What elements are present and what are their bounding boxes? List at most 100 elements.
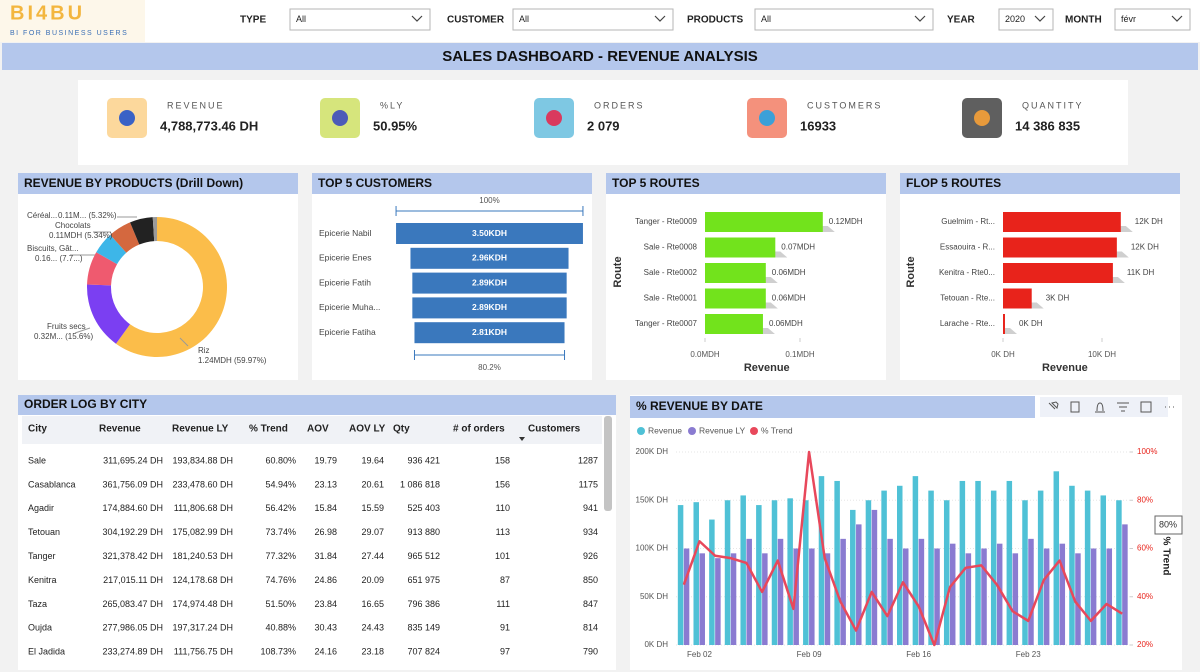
table-cell: Taza bbox=[28, 599, 47, 609]
funnel-value-label: 2.89KDH bbox=[472, 302, 507, 312]
bar bbox=[771, 500, 778, 645]
table-cell: 707 824 bbox=[407, 647, 440, 657]
table-cell: 60.80% bbox=[265, 455, 296, 465]
bar bbox=[1003, 314, 1005, 334]
table-cell: 796 386 bbox=[407, 599, 440, 609]
kpi-label: %LY bbox=[380, 100, 404, 110]
kpi-glyph bbox=[119, 110, 135, 126]
bar bbox=[1100, 495, 1107, 645]
table-cell: Oujda bbox=[28, 623, 52, 633]
bar bbox=[1003, 212, 1121, 232]
column-header: Customers bbox=[528, 424, 581, 435]
table-cell: 29.07 bbox=[361, 527, 384, 537]
filter-dropdown[interactable] bbox=[289, 8, 431, 31]
pie-slice bbox=[152, 217, 157, 242]
value-label: 0K DH bbox=[1019, 319, 1043, 328]
filter-dropdown[interactable] bbox=[512, 8, 674, 31]
panel-title: % REVENUE BY DATE bbox=[636, 399, 763, 413]
table-cell: 926 bbox=[583, 551, 598, 561]
panel-header bbox=[630, 396, 1035, 418]
funnel-bar bbox=[396, 223, 583, 244]
focus-icon[interactable] bbox=[1140, 401, 1152, 413]
bar bbox=[1106, 548, 1113, 645]
bar bbox=[850, 509, 856, 645]
chevron bbox=[411, 15, 423, 22]
y-tick-label: 100K DH bbox=[636, 544, 669, 553]
filter-dropdown[interactable] bbox=[998, 8, 1054, 31]
panel-header bbox=[900, 173, 1180, 194]
table-cell: 174,884.60 DH bbox=[102, 503, 163, 513]
copy-icon[interactable] bbox=[1070, 401, 1080, 413]
table-cell: 941 bbox=[583, 503, 598, 513]
value-label: 0.07MDH bbox=[781, 243, 815, 252]
pin-icon[interactable] bbox=[1048, 401, 1059, 410]
bar bbox=[709, 519, 715, 645]
bar bbox=[865, 500, 872, 645]
x-tick-label: Feb 23 bbox=[1016, 650, 1041, 659]
kpi-value: 50.95% bbox=[373, 118, 418, 133]
annotation: 80% bbox=[1159, 519, 1177, 529]
bar bbox=[1006, 480, 1013, 645]
bar bbox=[928, 490, 934, 645]
bar bbox=[903, 548, 909, 645]
funnel-top-label: 100% bbox=[479, 196, 499, 205]
table-cell: 23.84 bbox=[314, 599, 337, 609]
category-label: Kenitra - Rte0... bbox=[939, 268, 995, 277]
panel-header bbox=[312, 173, 592, 194]
leader-line bbox=[74, 327, 91, 334]
table-cell: 965 512 bbox=[407, 551, 440, 561]
bar bbox=[1028, 538, 1034, 645]
slice-value-label: 0.16... (7.7...) bbox=[35, 254, 83, 263]
table-cell: Tetouan bbox=[28, 527, 60, 537]
filter-dropdown[interactable] bbox=[754, 8, 934, 31]
panel-title: TOP 5 ROUTES bbox=[612, 176, 700, 190]
bar bbox=[1003, 237, 1117, 258]
table-cell: 321,378.42 DH bbox=[102, 551, 163, 561]
y2-tick-label: 100% bbox=[1137, 447, 1157, 456]
table-cell: 814 bbox=[583, 623, 598, 633]
table-cell: 15.84 bbox=[314, 503, 337, 513]
bar bbox=[1022, 500, 1028, 645]
legend-label: % Trend bbox=[761, 425, 793, 435]
bar bbox=[787, 498, 793, 645]
table-cell: 19.79 bbox=[314, 455, 337, 465]
kpi-card bbox=[78, 80, 1128, 165]
bar bbox=[699, 553, 705, 645]
bar bbox=[793, 548, 799, 645]
bar-shadow bbox=[1003, 328, 1017, 334]
table-cell: 77.32% bbox=[265, 551, 296, 561]
bar bbox=[683, 548, 690, 645]
bar bbox=[809, 548, 815, 645]
legend-marker bbox=[637, 427, 645, 435]
panel-title: FLOP 5 ROUTES bbox=[906, 176, 1001, 190]
table-cell: 304,192.29 DH bbox=[102, 527, 163, 537]
category-label: Epicerie Enes bbox=[319, 253, 371, 263]
table-cell: 233,274.89 DH bbox=[102, 647, 163, 657]
alert-icon[interactable] bbox=[1095, 402, 1105, 413]
table-cell: 24.86 bbox=[314, 575, 337, 585]
filter-icon[interactable] bbox=[1117, 402, 1129, 412]
table-cell: 158 bbox=[495, 455, 510, 465]
kpi-glyph bbox=[332, 110, 348, 126]
category-label: Tanger - Rte0009 bbox=[635, 217, 697, 226]
bar bbox=[990, 490, 997, 645]
filter-value: févr bbox=[1121, 14, 1136, 24]
category-label: Essaouira - R... bbox=[940, 243, 995, 252]
column-header: AOV bbox=[307, 424, 329, 435]
value-label: 12K DH bbox=[1131, 243, 1159, 252]
table-cell: 24.16 bbox=[314, 647, 337, 657]
logo: BI4BU bbox=[10, 2, 85, 24]
filter-dropdown[interactable] bbox=[1114, 8, 1191, 31]
pie-slice bbox=[87, 284, 131, 344]
table-cell: 850 bbox=[583, 575, 598, 585]
table-cell: 15.59 bbox=[361, 503, 384, 513]
y2-tick-label: 60% bbox=[1137, 544, 1153, 553]
bar bbox=[1116, 500, 1122, 645]
table-cell: 934 bbox=[583, 527, 598, 537]
table-cell: 217,015.11 DH bbox=[103, 575, 163, 585]
kpi-label: CUSTOMERS bbox=[807, 100, 882, 110]
bar bbox=[818, 476, 825, 645]
table-cell: El Jadida bbox=[28, 647, 65, 657]
table-cell: 156 bbox=[495, 479, 510, 489]
table-cell: 73.74% bbox=[265, 527, 296, 537]
